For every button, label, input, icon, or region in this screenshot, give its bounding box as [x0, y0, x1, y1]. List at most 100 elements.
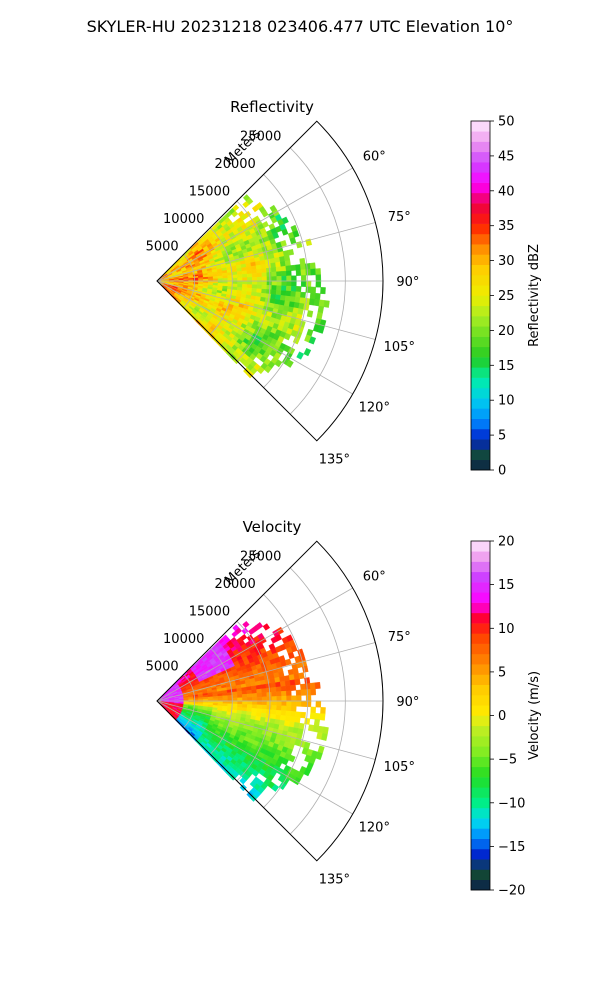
echo-gate	[290, 237, 296, 244]
colorbar-swatch	[471, 347, 490, 358]
echo-gate	[261, 684, 266, 689]
echo-gate	[238, 698, 243, 701]
echo-gate	[276, 710, 281, 715]
colorbar-swatch	[471, 828, 490, 839]
echo-gate	[277, 276, 282, 281]
echo-gate	[267, 692, 272, 697]
echo-gate	[257, 697, 262, 701]
echo-gate	[286, 286, 291, 291]
echo-gate	[311, 269, 316, 275]
azimuth-tick-label: 90°	[396, 275, 419, 290]
echo-gate	[262, 693, 267, 697]
colorbar-swatch	[471, 726, 490, 737]
echo-gate	[267, 705, 272, 710]
echo-gate	[276, 267, 281, 272]
echo-gate	[321, 733, 327, 741]
range-tick-label: 10000	[163, 212, 204, 227]
echo-gate	[287, 281, 292, 286]
colorbar-tick-label: 50	[498, 115, 515, 130]
echo-gate	[271, 263, 277, 268]
echo-gate	[301, 701, 306, 707]
echo-gate	[281, 271, 286, 276]
colorbar-swatch	[471, 654, 490, 665]
echo-gate	[291, 276, 296, 281]
azimuth-tick-label: 135°	[319, 452, 350, 467]
colorbar-swatch	[471, 193, 490, 204]
echo-gate	[282, 276, 287, 281]
echo-gate	[266, 709, 271, 714]
colorbar-tick-label: 40	[498, 184, 515, 199]
echo-gate	[314, 719, 320, 726]
echo-gate	[281, 691, 286, 696]
echo-gate	[262, 273, 267, 277]
echo-gate	[237, 694, 242, 698]
echo-gate	[267, 701, 272, 705]
colorbar-swatch	[471, 787, 490, 798]
echo-gate	[288, 249, 294, 255]
echo-gate	[296, 701, 301, 707]
echo-gate	[281, 706, 286, 711]
echo-gate	[257, 281, 262, 285]
echo-gate	[233, 701, 238, 704]
colorbar-tick-label: 15	[498, 578, 515, 593]
echo-gate	[285, 680, 291, 686]
azimuth-tick-label: 75°	[388, 630, 411, 645]
echo-gate	[276, 286, 281, 291]
echo-gate	[296, 696, 301, 702]
echo-gate	[252, 270, 257, 274]
echo-gate	[276, 691, 281, 696]
colorbar-swatch	[471, 705, 490, 716]
echo-gate	[242, 278, 247, 282]
echo-gate	[242, 284, 247, 288]
velocity-title: Velocity	[243, 518, 302, 536]
colorbar-swatch	[471, 644, 490, 655]
echo-gate	[290, 680, 296, 686]
echo-gate	[262, 697, 267, 701]
echo-gate	[272, 705, 277, 710]
colorbar-tick-label: 10	[498, 394, 515, 409]
echo-gate	[301, 275, 306, 281]
echo-gate	[311, 287, 316, 293]
echo-gate	[306, 287, 311, 293]
echo-gate	[320, 707, 325, 714]
echo-gate	[280, 295, 286, 301]
colorbar-swatch	[471, 172, 490, 183]
colorbar-swatch	[471, 162, 490, 173]
colorbar-swatch	[471, 818, 490, 829]
echo-gate	[281, 266, 286, 271]
colorbar-swatch	[471, 203, 490, 214]
colorbar-tick-label: 30	[498, 254, 515, 269]
echo-gate	[257, 273, 262, 277]
echo-gate	[287, 696, 292, 701]
echo-gate	[286, 686, 291, 692]
colorbar-swatch	[471, 767, 490, 778]
colorbar-swatch	[471, 460, 490, 471]
colorbar-tick-label: −10	[498, 796, 525, 811]
echo-gate	[267, 697, 272, 701]
echo-gate	[257, 701, 262, 705]
echo-gate	[282, 696, 287, 701]
colorbar-swatch	[471, 296, 490, 307]
colorbar-swatch	[471, 562, 490, 573]
colorbar-swatch	[471, 121, 490, 132]
colorbar-swatch	[471, 859, 490, 870]
colorbar-swatch	[471, 716, 490, 727]
colorbar-tick-label: −5	[498, 753, 517, 768]
colorbar-swatch	[471, 357, 490, 368]
colorbar-swatch	[471, 623, 490, 634]
echo-gate	[242, 691, 247, 695]
echo-gate	[267, 277, 272, 281]
colorbar-tick-label: 45	[498, 149, 515, 164]
echo-gate	[233, 698, 238, 701]
echo-gate	[261, 264, 266, 269]
azimuth-tick-label: 135°	[319, 872, 350, 887]
echo-gate	[286, 291, 291, 297]
echo-gate	[282, 701, 287, 706]
echo-gate	[316, 701, 321, 707]
echo-gate	[306, 689, 311, 695]
colorbar-tick-label: −15	[498, 840, 525, 855]
echo-gate	[252, 690, 257, 694]
echo-gate	[262, 701, 267, 705]
colorbar-swatch	[471, 880, 490, 891]
